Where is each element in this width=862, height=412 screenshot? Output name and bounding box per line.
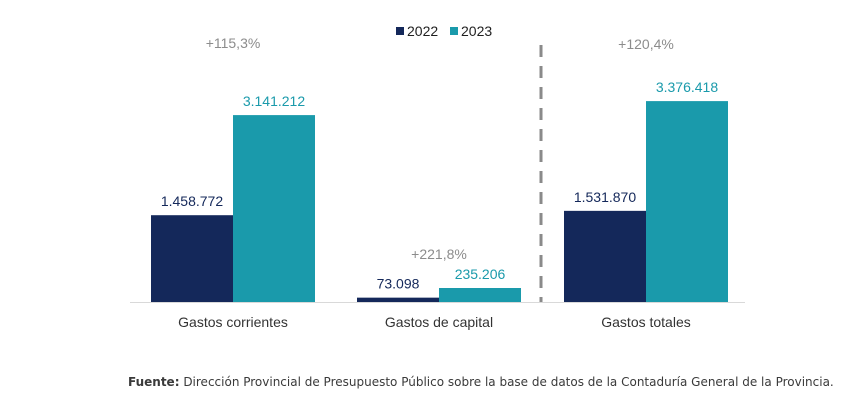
bar-2023-3 [646, 101, 728, 303]
legend-label-2022: 2022 [407, 23, 438, 39]
data-label-2022-2: 73.098 [377, 276, 420, 292]
legend-swatch-2023 [450, 27, 458, 35]
bar-chart: 2022 2023 1.458.772 3.141.212 Gastos corrien… [130, 23, 745, 330]
bar-2022-2 [357, 297, 439, 302]
change-label-2: +221,8% [411, 246, 467, 262]
bar-2023-1 [233, 115, 315, 302]
data-label-2023-1: 3.141.212 [243, 93, 305, 109]
data-label-2022-3: 1.531.870 [574, 189, 636, 205]
change-label-3: +120,4% [618, 36, 674, 52]
bar-2023-2 [439, 288, 521, 302]
data-label-2023-2: 235.206 [455, 266, 506, 282]
legend-label-2023: 2023 [461, 23, 492, 39]
bar-2022-3 [564, 210, 646, 302]
category-label-2: Gastos de capital [385, 314, 493, 330]
source-note: Fuente: Dirección Provincial de Presupue… [128, 375, 834, 389]
category-label-1: Gastos corrientes [178, 314, 288, 330]
source-label: Fuente: [128, 375, 180, 389]
data-label-2023-3: 3.376.418 [656, 79, 718, 95]
data-label-2022-1: 1.458.772 [161, 193, 223, 209]
category-label-3: Gastos totales [601, 314, 691, 330]
bar-2022-1 [151, 215, 233, 302]
change-label-1: +115,3% [206, 35, 261, 51]
source-text: Dirección Provincial de Presupuesto Públ… [179, 375, 834, 389]
legend-swatch-2022 [396, 27, 404, 35]
